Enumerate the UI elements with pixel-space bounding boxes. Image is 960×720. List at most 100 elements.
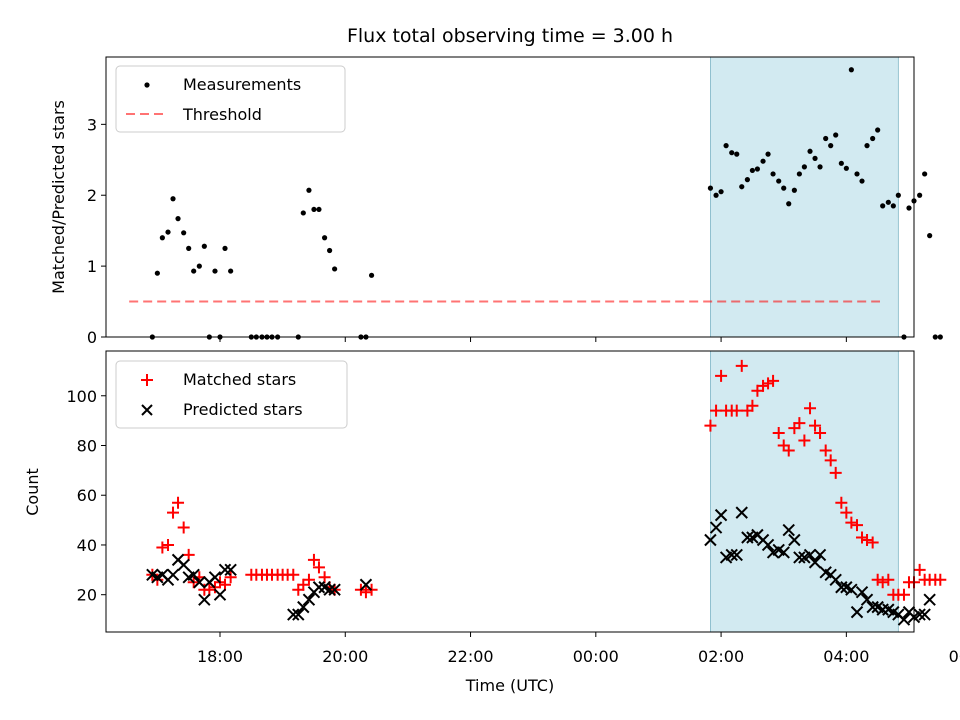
matched-star-point [882,573,895,586]
x-tick-label: 18:00 [197,647,243,666]
measurement-point [729,150,735,156]
predicted-star-point [741,531,754,544]
bottom-observing-window-shade [710,350,899,633]
predicted-star-point [845,583,858,596]
predicted-star-point [177,558,190,572]
predicted-star-point [166,568,180,582]
predicted-star-point [193,576,206,589]
top-x-axis [219,337,847,342]
predicted-star-point [725,548,738,562]
matched-star-point [704,419,717,432]
top-y-tick-label: 1 [87,257,97,276]
predicted-star-point [913,608,926,621]
matched-star-point [177,521,190,534]
measurement-point [838,160,844,166]
measurement-point [848,67,854,73]
measurement-point [300,210,306,216]
measurement-point [154,270,160,276]
bottom-y-tick-label: 100 [66,387,97,406]
predicted-star-point [835,581,848,594]
measurement-point [327,247,333,254]
measurements-series [149,67,943,340]
measurement-point [906,205,912,211]
x-tick-label: 06:00 [949,647,960,666]
matched-star-point [782,444,795,457]
matched-star-point [762,377,775,390]
matched-star-point [804,402,817,415]
measurement-point [321,235,328,241]
matched-star-point [156,541,169,554]
measurement-point [776,178,782,184]
measurement-point [306,187,312,193]
matched-star-point [824,454,837,467]
matched-star-point [835,496,848,509]
matched-star-point [767,374,780,387]
matched-star-point [772,427,785,440]
bottom-y-axis-label: Count [23,468,42,516]
top-panel: 0 1 2 3 Matched/Predicted stars Measurement… [49,56,943,347]
predicted-star-point [709,521,723,534]
matched-star-point [866,536,879,549]
predicted-star-point [323,583,336,596]
matched-star-point [302,573,315,586]
top-y-tick-label: 0 [87,328,97,347]
predicted-star-point [297,600,310,614]
bottom-legend-box [115,360,348,429]
matched-star-point [715,369,728,382]
predicted-star-point [777,546,790,559]
measurement-point [228,268,234,274]
measurement-point [723,143,729,149]
measurement-point [823,135,829,142]
measurement-point [807,148,813,154]
x-axis-label: Time (UTC) [465,676,554,695]
measurement-point [311,206,317,213]
predicted-star-point [292,608,305,621]
matched-star-point [809,419,822,432]
predicted-star-point [923,593,936,606]
bottom-panel: 20 40 60 80 100 18:00 20:00 22:00 00:00 02:00 04:… [23,350,960,695]
predicted-star-point [850,605,864,619]
matched-star-point [167,506,180,519]
top-legend-box [115,65,346,133]
measurement-point [833,132,839,138]
predicted-star-point [855,586,869,599]
measurement-point [196,263,202,269]
predicted-star-point [866,600,879,614]
measurement-point [812,155,818,161]
measurement-point [713,192,719,198]
predicted-star-point [714,508,728,522]
predicted-star-point [359,578,373,591]
measurement-point [212,268,218,274]
matched-star-point [757,379,770,392]
measurement-point [316,206,322,213]
legend-matched-label: Matched stars [183,370,296,389]
x-tick-label: 22:00 [447,647,493,666]
predicted-star-point [218,563,232,577]
measurement-point [159,235,165,241]
predicted-star-point [808,556,822,569]
matched-star-point [359,586,372,599]
measurement-point [885,199,891,205]
top-y-axis-label: Matched/Predicted stars [49,100,68,294]
predicted-star-point [213,588,227,601]
matched-star-point [746,399,759,412]
matched-star-point [876,576,889,589]
measurement-point [765,151,771,157]
measurement-point [191,268,197,274]
matched-star-point [287,568,300,581]
bottom-legend: Matched stars Predicted stars [115,360,348,429]
predicted-star-point [761,538,775,552]
predicted-star-point [224,563,237,577]
measurement-point [817,164,823,170]
bottom-y-tick-label: 40 [77,536,97,555]
predicted-star-point [328,583,341,596]
chart-title: Flux total observing time = 3.00 h [347,25,673,47]
bottom-axes-frame [105,350,915,633]
measurement-point [760,158,766,164]
measurement-point [801,164,807,170]
predicted-star-point [803,548,817,562]
measurement-point [870,135,876,142]
legend-measurements-marker [144,82,150,88]
measurement-point [922,171,928,177]
top-observing-window-shade [710,56,899,338]
